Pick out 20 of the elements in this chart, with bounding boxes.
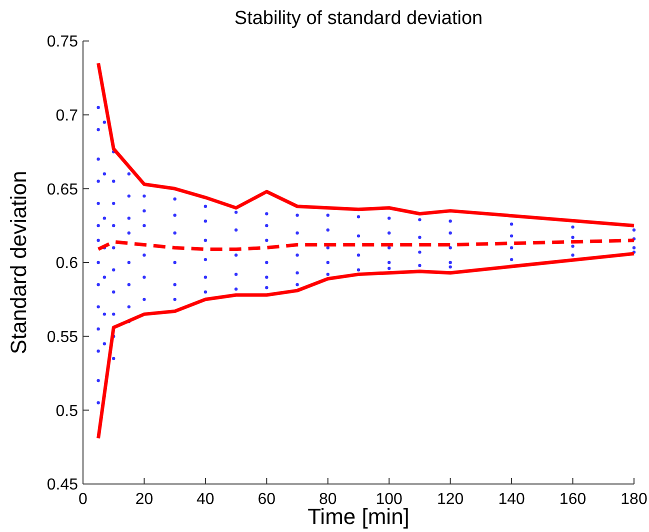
y-tick-label: 0.55 (46, 328, 78, 346)
y-tick-label: 0.5 (56, 402, 78, 420)
x-tick-label: 20 (135, 491, 154, 508)
y-tick-label: 0.45 (46, 476, 78, 494)
line-series (96, 238, 636, 251)
chart-title: Stability of standard deviation (234, 8, 483, 29)
x-tick-label: 140 (498, 491, 525, 508)
x-tick-label: 160 (559, 491, 586, 508)
line-series (96, 252, 636, 440)
x-tick-label: 60 (258, 491, 276, 508)
y-tick-label: 0.7 (56, 107, 78, 124)
y-tick-label: 0.65 (46, 181, 78, 198)
line-series (96, 61, 636, 228)
y-tick-label: 0.6 (56, 255, 78, 272)
y-axis-title: Standard deviation (6, 170, 31, 354)
x-tick-label: 0 (78, 491, 88, 508)
x-tick-label: 180 (620, 491, 648, 508)
x-tick-label: 40 (196, 491, 214, 508)
x-tick-label: 120 (436, 491, 464, 508)
y-tick-label: 0.75 (46, 34, 78, 51)
